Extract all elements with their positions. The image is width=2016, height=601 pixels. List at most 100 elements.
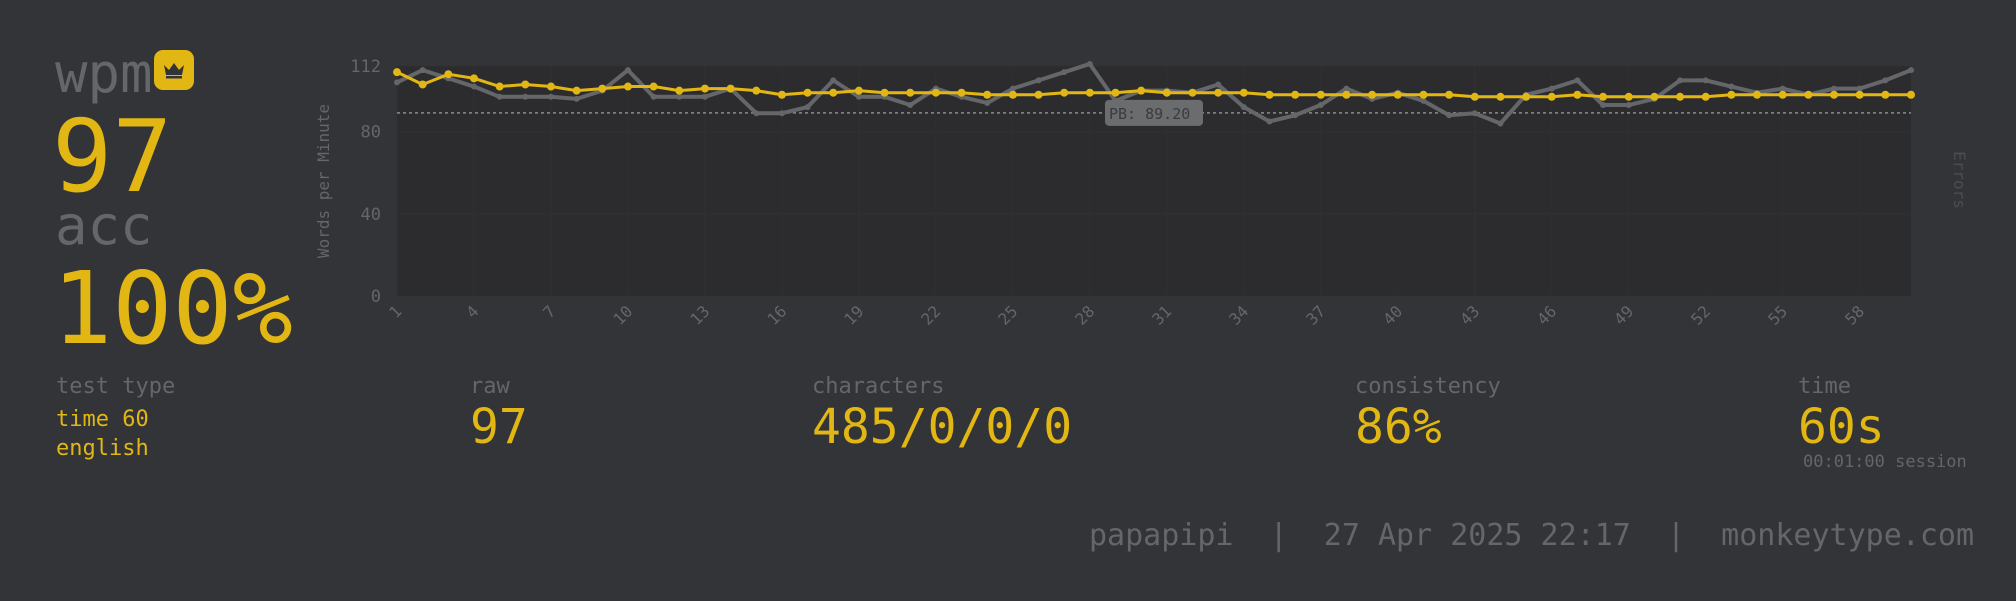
raw-wpm-point[interactable]: [1882, 77, 1889, 84]
wpm-point[interactable]: [598, 84, 607, 93]
raw-wpm-point[interactable]: [1266, 118, 1273, 125]
raw-wpm-point[interactable]: [701, 93, 708, 100]
wpm-point[interactable]: [1522, 92, 1531, 101]
wpm-point[interactable]: [854, 86, 863, 95]
raw-wpm-point[interactable]: [522, 93, 529, 100]
raw-wpm-point[interactable]: [1625, 102, 1632, 109]
wpm-point[interactable]: [1368, 90, 1377, 99]
wpm-point[interactable]: [880, 88, 889, 97]
wpm-point[interactable]: [1804, 90, 1813, 99]
raw-wpm-point[interactable]: [984, 99, 991, 106]
wpm-point[interactable]: [803, 88, 812, 97]
wpm-point[interactable]: [752, 86, 761, 95]
wpm-point[interactable]: [829, 88, 838, 97]
raw-wpm-point[interactable]: [1446, 112, 1453, 119]
raw-wpm-point[interactable]: [1035, 77, 1042, 84]
wpm-point[interactable]: [469, 74, 478, 83]
wpm-point[interactable]: [1162, 88, 1171, 97]
raw-wpm-point[interactable]: [855, 93, 862, 100]
raw-wpm-point[interactable]: [1548, 85, 1555, 92]
wpm-point[interactable]: [1445, 90, 1454, 99]
wpm-point[interactable]: [675, 86, 684, 95]
wpm-point[interactable]: [1830, 90, 1839, 99]
raw-wpm-point[interactable]: [1856, 85, 1863, 92]
wpm-point[interactable]: [1599, 92, 1608, 101]
raw-wpm-point[interactable]: [419, 67, 426, 74]
raw-wpm-point[interactable]: [753, 110, 760, 117]
wpm-point[interactable]: [906, 88, 915, 97]
wpm-point[interactable]: [393, 68, 401, 77]
wpm-point[interactable]: [495, 82, 504, 91]
wpm-point[interactable]: [1419, 90, 1428, 99]
wpm-point[interactable]: [572, 86, 581, 95]
wpm-point[interactable]: [1137, 86, 1146, 95]
raw-wpm-point[interactable]: [573, 95, 580, 102]
wpm-point[interactable]: [700, 84, 709, 93]
raw-wpm-point[interactable]: [1009, 85, 1016, 92]
wpm-point[interactable]: [1060, 88, 1069, 97]
wpm-point[interactable]: [546, 82, 555, 91]
wpm-point[interactable]: [1214, 88, 1223, 97]
raw-wpm-point[interactable]: [650, 93, 657, 100]
wpm-point[interactable]: [1291, 90, 1300, 99]
raw-wpm-point[interactable]: [1086, 60, 1093, 67]
raw-wpm-point[interactable]: [1728, 83, 1735, 90]
wpm-point[interactable]: [1316, 90, 1325, 99]
wpm-point[interactable]: [983, 90, 992, 99]
raw-wpm-point[interactable]: [1061, 69, 1068, 76]
raw-wpm-point[interactable]: [1343, 85, 1350, 92]
raw-wpm-point[interactable]: [1420, 97, 1427, 104]
wpm-point[interactable]: [1342, 90, 1351, 99]
raw-wpm-point[interactable]: [1215, 81, 1222, 88]
wpm-point[interactable]: [418, 80, 427, 89]
wpm-point[interactable]: [1008, 90, 1017, 99]
wpm-point[interactable]: [777, 90, 786, 99]
wpm-point[interactable]: [1573, 90, 1582, 99]
wpm-point[interactable]: [1547, 92, 1556, 101]
wpm-point[interactable]: [1111, 88, 1120, 97]
raw-wpm-point[interactable]: [1574, 77, 1581, 84]
wpm-point[interactable]: [1855, 90, 1864, 99]
wpm-point[interactable]: [1753, 90, 1762, 99]
raw-wpm-point[interactable]: [1317, 102, 1324, 109]
wpm-point[interactable]: [1188, 88, 1197, 97]
raw-wpm-point[interactable]: [1240, 104, 1247, 111]
test-type-language[interactable]: english: [56, 436, 149, 461]
raw-wpm-point[interactable]: [1779, 85, 1786, 92]
raw-wpm-point[interactable]: [1471, 110, 1478, 117]
wpm-point[interactable]: [1624, 92, 1633, 101]
raw-wpm-point[interactable]: [1497, 120, 1504, 127]
raw-wpm-point[interactable]: [1908, 67, 1914, 74]
raw-wpm-point[interactable]: [394, 79, 400, 86]
wpm-point[interactable]: [1239, 88, 1248, 97]
test-type-mode[interactable]: time 60: [56, 407, 149, 432]
wpm-point[interactable]: [1676, 92, 1685, 101]
raw-wpm-point[interactable]: [496, 93, 503, 100]
wpm-point[interactable]: [931, 88, 940, 97]
wpm-point[interactable]: [1907, 90, 1915, 99]
raw-wpm-point[interactable]: [624, 67, 631, 74]
wpm-point[interactable]: [444, 70, 453, 79]
wpm-point[interactable]: [1034, 90, 1043, 99]
wpm-point[interactable]: [1265, 90, 1274, 99]
wpm-point[interactable]: [1496, 92, 1505, 101]
raw-wpm-point[interactable]: [1292, 112, 1299, 119]
wpm-point[interactable]: [1881, 90, 1890, 99]
raw-wpm-point[interactable]: [470, 83, 477, 90]
raw-wpm-point[interactable]: [778, 110, 785, 117]
raw-wpm-point[interactable]: [1677, 77, 1684, 84]
raw-wpm-point[interactable]: [676, 93, 683, 100]
wpm-point[interactable]: [623, 82, 632, 91]
wpm-point[interactable]: [1650, 92, 1659, 101]
wpm-point[interactable]: [1470, 92, 1479, 101]
raw-wpm-point[interactable]: [1702, 77, 1709, 84]
raw-wpm-point[interactable]: [830, 77, 837, 84]
raw-wpm-point[interactable]: [1600, 102, 1607, 109]
raw-wpm-point[interactable]: [547, 93, 554, 100]
wpm-point[interactable]: [649, 82, 658, 91]
wpm-point[interactable]: [1085, 88, 1094, 97]
wpm-point[interactable]: [957, 88, 966, 97]
wpm-point[interactable]: [1778, 90, 1787, 99]
wpm-point[interactable]: [1701, 92, 1710, 101]
wpm-point[interactable]: [726, 84, 735, 93]
